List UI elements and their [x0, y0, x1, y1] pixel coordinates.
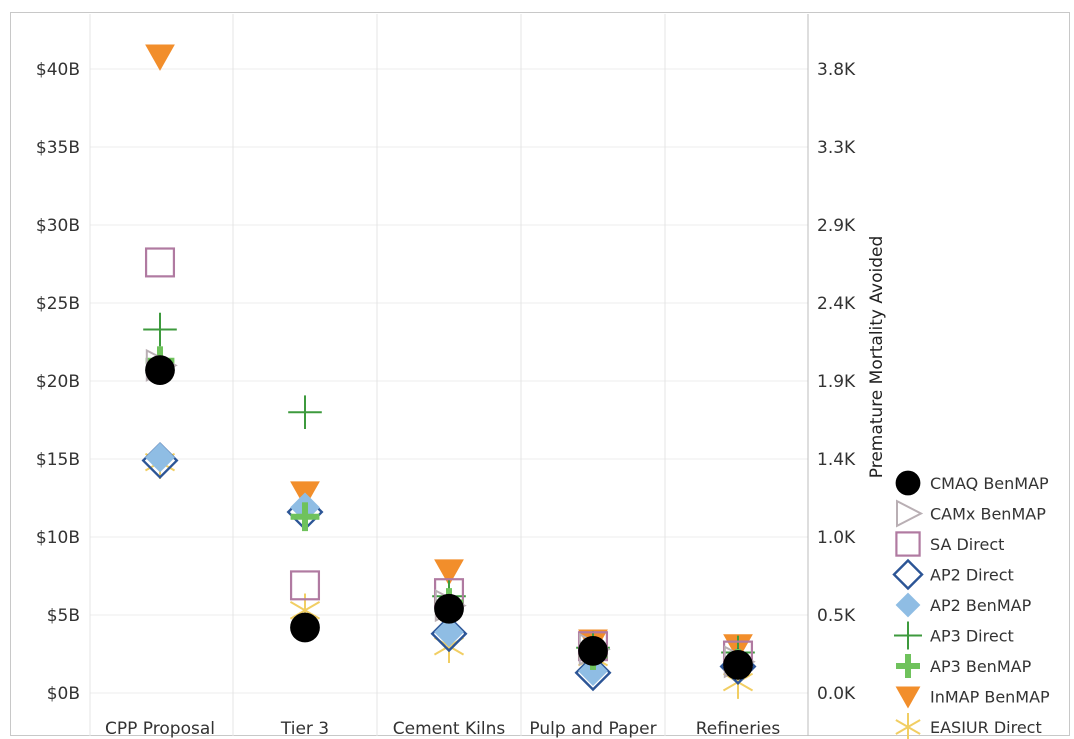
- data-points: [141, 44, 757, 699]
- point-cmaq-benmap: [723, 650, 753, 680]
- marker-shape: [574, 654, 612, 692]
- right-axis-title: Premature Mortality Avoided: [867, 236, 887, 479]
- legend-marker-camx-benmap: [896, 499, 924, 528]
- point-ap3-direct: [288, 395, 322, 429]
- legend-label-easiur-direct: EASIUR Direct: [930, 718, 1042, 737]
- marker-shape: [895, 470, 921, 496]
- marker-shape: [578, 636, 608, 666]
- right-tick-label: 3.8K: [817, 60, 856, 80]
- legend-marker-ap2-benmap: [895, 592, 921, 618]
- category-label: CPP Proposal: [105, 719, 215, 739]
- right-tick-label: 2.4K: [817, 294, 856, 314]
- category-label: Refineries: [696, 719, 781, 739]
- right-tick-label: 1.9K: [817, 372, 856, 392]
- legend-marker-inmap-benmap: [895, 686, 921, 709]
- right-tick-label: 1.4K: [817, 450, 856, 470]
- gridlines: [89, 14, 809, 736]
- point-ap3-benmap: [290, 502, 320, 532]
- point-ap2-direct: [574, 654, 612, 692]
- left-axis-ticks: $0B $5B $10B $15B $20B $25B $30B $35B $40B: [36, 60, 80, 704]
- legend-label-ap2-benmap: AP2 BenMAP: [930, 596, 1032, 615]
- legend-label-inmap-benmap: InMAP BenMAP: [930, 688, 1050, 707]
- legend-label-sa-direct: SA Direct: [930, 535, 1004, 554]
- point-ap2-benmap: [145, 442, 175, 473]
- left-tick-label: $5B: [47, 606, 80, 626]
- marker-shape: [289, 570, 321, 601]
- marker-shape: [145, 44, 175, 71]
- left-tick-label: $15B: [36, 450, 80, 470]
- marker-shape: [145, 355, 175, 385]
- legend-label-ap2-direct: AP2 Direct: [930, 566, 1014, 585]
- marker-shape: [289, 601, 321, 620]
- point-cmaq-benmap: [145, 355, 175, 385]
- point-cmaq-benmap: [290, 612, 320, 643]
- marker-shape: [434, 617, 464, 648]
- marker-shape: [892, 558, 924, 591]
- marker-shape: [145, 442, 175, 473]
- marker-shape: [895, 686, 921, 709]
- left-tick-label: $10B: [36, 528, 80, 548]
- legend-label-camx-benmap: CAMx BenMAP: [930, 505, 1046, 524]
- marker-shape: [896, 499, 924, 528]
- category-labels: CPP Proposal Tier 3 Cement Kilns Pulp and P…: [105, 719, 780, 739]
- chart-frame: [10, 12, 1070, 736]
- marker-shape: [144, 247, 176, 278]
- marker-shape: [895, 592, 921, 618]
- right-axis-ticks: 0.0K 0.5K 1.0K 1.4K 1.9K 2.4K 2.9K 3.3K 3.8K: [817, 60, 856, 704]
- point-inmap-benmap: [434, 559, 464, 586]
- marker-shape: [434, 593, 464, 624]
- category-label: Pulp and Paper: [529, 719, 656, 739]
- legend-marker-easiur-direct: [895, 713, 921, 739]
- point-sa-direct: [144, 247, 176, 278]
- legend-marker-ap2-direct: [892, 558, 924, 591]
- marker-shape: [430, 615, 468, 653]
- right-tick-label: 3.3K: [817, 138, 856, 158]
- marker-shape: [895, 531, 921, 557]
- legend-marker-cmaq-benmap: [895, 470, 921, 496]
- left-tick-label: $0B: [47, 684, 80, 704]
- left-tick-label: $35B: [36, 138, 80, 158]
- point-sa-direct: [289, 570, 321, 601]
- legend-label-ap3-direct: AP3 Direct: [930, 627, 1014, 646]
- marker-shape: [434, 559, 464, 586]
- point-ap2-direct: [430, 615, 468, 653]
- marker-shape: [290, 612, 320, 643]
- left-tick-label: $30B: [36, 216, 80, 236]
- marker-shape: [723, 650, 753, 680]
- point-inmap-benmap: [145, 44, 175, 71]
- legend: CMAQ BenMAP CAMx BenMAP SA Direct AP2 Direc…: [892, 470, 1050, 739]
- category-label: Tier 3: [280, 719, 329, 739]
- right-tick-label: 0.0K: [817, 684, 856, 704]
- legend-marker-ap3-direct: [894, 621, 922, 650]
- marker-shape: [895, 719, 921, 735]
- right-tick-label: 0.5K: [817, 606, 856, 626]
- point-ap3-direct: [143, 312, 177, 347]
- legend-label-cmaq-benmap: CMAQ BenMAP: [930, 474, 1049, 493]
- left-tick-label: $25B: [36, 294, 80, 314]
- point-cmaq-benmap: [578, 636, 608, 666]
- legend-marker-sa-direct: [895, 531, 921, 557]
- legend-marker-ap3-benmap: [896, 654, 920, 678]
- point-cmaq-benmap: [434, 593, 464, 624]
- right-tick-label: 1.0K: [817, 528, 856, 548]
- legend-label-ap3-benmap: AP3 BenMAP: [930, 657, 1032, 676]
- right-tick-label: 2.9K: [817, 216, 856, 236]
- point-ap2-benmap: [434, 617, 464, 648]
- category-label: Cement Kilns: [393, 719, 506, 739]
- left-tick-label: $20B: [36, 372, 80, 392]
- left-tick-label: $40B: [36, 60, 80, 80]
